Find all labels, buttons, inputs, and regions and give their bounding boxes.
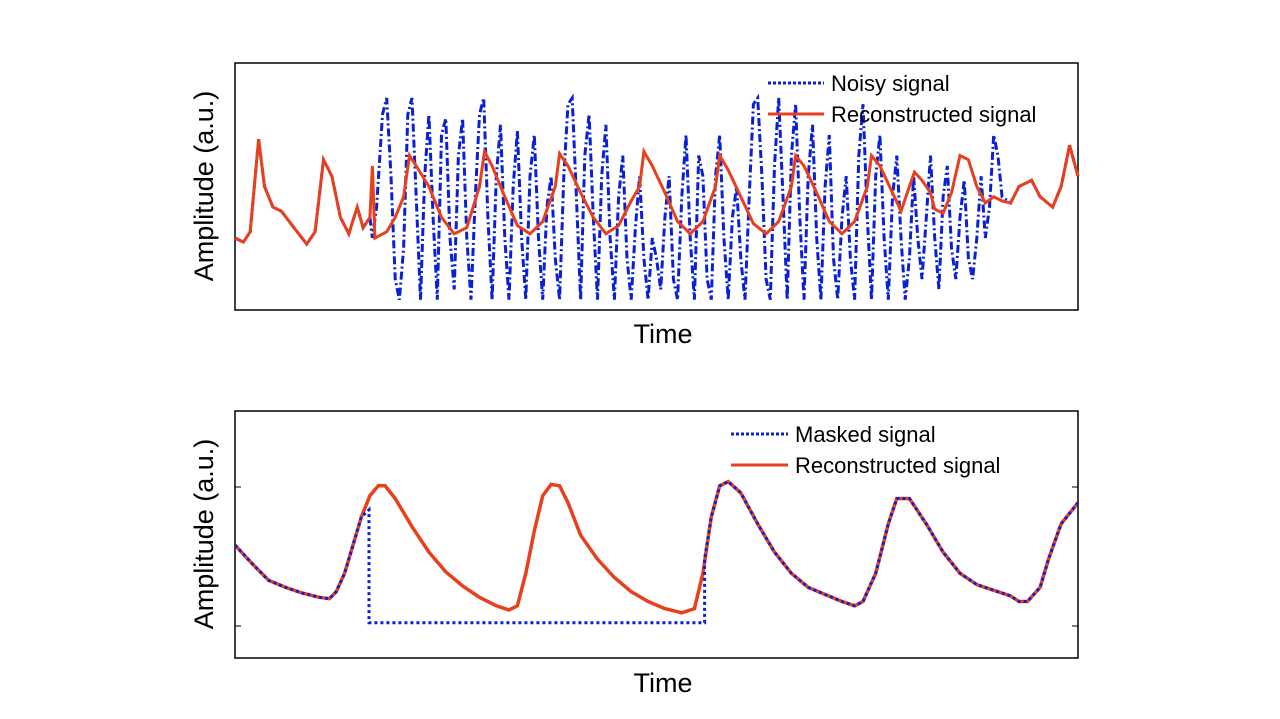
x-axis-label-top: Time <box>634 319 693 349</box>
legend-top: Noisy signal Reconstructed signal <box>768 71 1036 127</box>
series-layer-bottom <box>233 479 1080 625</box>
legend-label-reconstructed-signal-top: Reconstructed signal <box>831 102 1036 127</box>
x-axis-label-bottom: Time <box>634 668 693 698</box>
chart-top: Time Amplitude (a.u.) Noisy signal Recon… <box>189 62 1080 349</box>
legend-label-masked-signal: Masked signal <box>795 422 936 447</box>
plot-frame-bottom <box>234 410 1079 659</box>
legend-bottom: Masked signal Reconstructed signal <box>731 422 1000 478</box>
y-axis-label-top: Amplitude (a.u.) <box>189 91 219 282</box>
y-axis-label-bottom: Amplitude (a.u.) <box>189 439 219 630</box>
series-line-masked-signal <box>233 479 1080 625</box>
chart-bottom: Time Amplitude (a.u.) Masked signal Reco… <box>189 410 1080 698</box>
legend-label-reconstructed-signal-bottom: Reconstructed signal <box>795 453 1000 478</box>
series-line-noisy-signal <box>234 93 1080 300</box>
plot-frame-top <box>234 62 1079 311</box>
series-line-reconstructed-signal-top <box>234 139 1080 247</box>
legend-label-noisy-signal: Noisy signal <box>831 71 950 96</box>
series-line-reconstructed-signal-bottom <box>233 479 1080 615</box>
series-layer-top <box>234 93 1080 300</box>
y-ticks-bottom <box>235 486 1078 627</box>
